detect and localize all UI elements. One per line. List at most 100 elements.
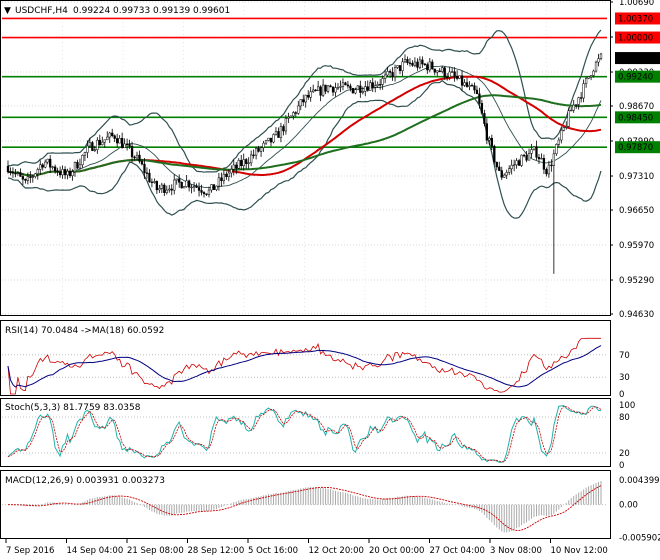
candle-body [562, 127, 565, 131]
candle-body [192, 185, 196, 188]
candle-body [388, 71, 392, 73]
candle-body [197, 187, 201, 191]
candle-body [254, 148, 258, 156]
candle-body [262, 142, 265, 148]
candle-body [376, 84, 379, 87]
candle-body [346, 84, 350, 87]
candle-body [508, 168, 511, 173]
candle-body [495, 161, 498, 168]
candle-body [252, 154, 255, 156]
bollinger-upper-line [7, 29, 602, 173]
candle-body [530, 149, 533, 154]
candle-body [510, 164, 513, 169]
candle-body [555, 144, 558, 155]
candle-body [331, 86, 335, 93]
candle-body [51, 166, 54, 168]
time-tick-label: 14 Sep 04:00 [67, 546, 124, 556]
candle-body [577, 97, 580, 105]
candle-body [473, 85, 476, 91]
level-price-badge[interactable] [615, 12, 660, 25]
candle-body [319, 86, 322, 96]
candle-body [411, 63, 414, 66]
candle-body [448, 71, 451, 78]
candle-body [163, 184, 166, 193]
candle-body [71, 171, 74, 177]
candle-body [153, 181, 156, 183]
candle-body [29, 176, 32, 178]
candle-body [123, 143, 126, 149]
candle-body [31, 176, 34, 178]
open-value: 0.99224 [73, 6, 110, 16]
candle-body [9, 171, 12, 173]
candle-body [393, 67, 397, 78]
stoch-panel[interactable] [0, 398, 611, 467]
candle-body [180, 182, 183, 189]
candle-body [120, 138, 124, 149]
candle-body [426, 64, 429, 71]
candle-body [567, 110, 570, 127]
candle-body [349, 85, 352, 89]
candle-body [505, 172, 508, 176]
candle-body [205, 193, 208, 195]
candle-body [125, 143, 129, 145]
candle-body [351, 88, 355, 94]
candle-body [304, 94, 307, 103]
candle-body [421, 59, 424, 65]
candle-body [522, 154, 526, 157]
candle-body [98, 139, 101, 146]
candle-body [259, 147, 263, 152]
rsi-line [7, 337, 601, 395]
candle-body [16, 172, 20, 174]
candle-body [453, 71, 456, 77]
candle-body [575, 104, 578, 106]
candle-body [309, 91, 312, 98]
candle-body [116, 138, 119, 144]
level-price-badge[interactable] [615, 111, 660, 124]
candle-body [336, 87, 340, 89]
stoch-tick-label: 100 [619, 401, 635, 411]
level-price-badge[interactable] [615, 70, 660, 83]
candle-body [326, 85, 330, 92]
candle-body [143, 163, 146, 174]
candle-body [379, 84, 382, 86]
candle-body [371, 82, 374, 88]
candle-body [220, 177, 223, 182]
candle-body [108, 132, 111, 138]
candle-body [302, 99, 305, 103]
symbol-label: USDCHF,H4 [15, 6, 68, 16]
level-price-badge[interactable] [615, 141, 660, 154]
candle-body [187, 180, 191, 188]
stoch-tick-label: 80 [619, 413, 630, 423]
candle-body [250, 154, 253, 164]
candle-body [56, 170, 59, 173]
level-price-badge[interactable] [615, 31, 660, 44]
candle-body [215, 185, 218, 190]
candle-body [148, 172, 151, 183]
candle-body [515, 160, 518, 166]
candle-body [582, 83, 585, 99]
candle-body [178, 178, 181, 183]
rsi-tick-label: 0 [619, 390, 624, 400]
candle-body [78, 164, 82, 169]
candle-body [222, 173, 226, 182]
candle-body [560, 130, 563, 141]
candle-body [413, 61, 417, 66]
candle-body [450, 71, 454, 73]
candle-body [145, 172, 149, 174]
candle-body [175, 178, 178, 181]
candle-body [406, 59, 409, 64]
candle-body [520, 154, 523, 166]
candle-body [207, 189, 211, 195]
rsi-panel[interactable] [0, 320, 611, 396]
price-tick-label: 0.98670 [619, 102, 654, 112]
price-tick-label: 0.94630 [619, 310, 654, 320]
collapse-triangle-icon[interactable]: ▼ [4, 6, 11, 16]
candle-body [240, 160, 243, 166]
candle-body [441, 67, 444, 72]
candle-body [11, 171, 15, 174]
candle-body [158, 188, 161, 191]
macd-tick-label: 0.004399 [619, 476, 660, 486]
candle-body [133, 156, 136, 159]
level-price-badge[interactable] [615, 52, 660, 65]
